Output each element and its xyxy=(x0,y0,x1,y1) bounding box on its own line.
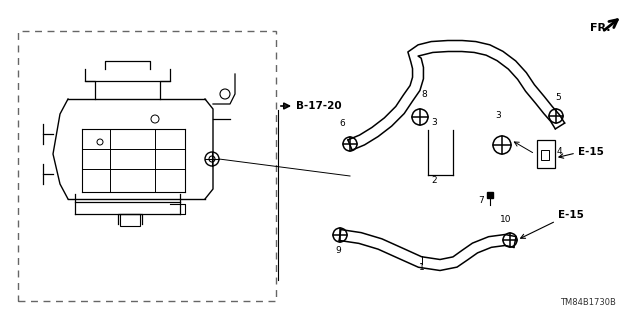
Text: E-15: E-15 xyxy=(578,147,604,157)
Text: 3: 3 xyxy=(431,118,436,127)
Text: 3: 3 xyxy=(495,111,500,120)
Bar xyxy=(537,140,555,168)
Text: 6: 6 xyxy=(339,119,345,128)
Bar xyxy=(120,214,140,226)
Text: TM84B1730B: TM84B1730B xyxy=(560,298,616,307)
Bar xyxy=(541,150,549,160)
Text: 2: 2 xyxy=(431,176,436,185)
Text: 4: 4 xyxy=(557,147,563,156)
Text: 10: 10 xyxy=(500,215,512,224)
Text: FR.: FR. xyxy=(590,23,611,33)
Text: E-15: E-15 xyxy=(558,210,584,220)
Text: 7: 7 xyxy=(478,196,484,205)
Text: B-17-20: B-17-20 xyxy=(296,101,342,111)
Text: 8: 8 xyxy=(421,90,427,99)
Text: 9: 9 xyxy=(335,246,341,255)
Text: 1: 1 xyxy=(419,263,425,272)
Bar xyxy=(18,31,276,301)
Text: 5: 5 xyxy=(555,93,561,102)
